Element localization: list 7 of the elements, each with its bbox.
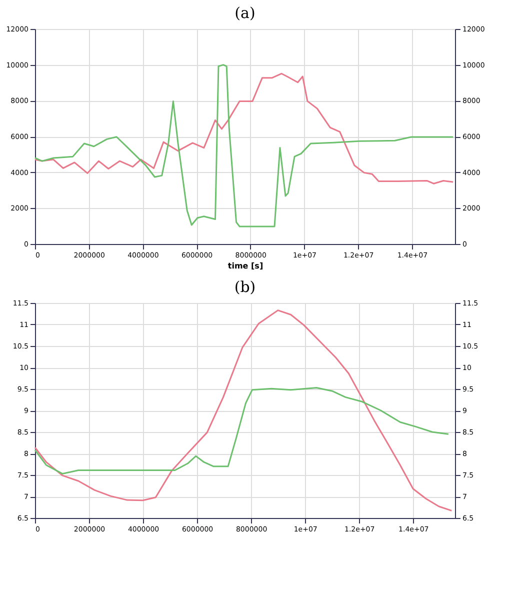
chart-title: (a) bbox=[234, 4, 256, 22]
line-series bbox=[34, 64, 454, 228]
x-axis-title: time [s] bbox=[228, 262, 264, 270]
line-series bbox=[34, 386, 450, 474]
chart-title: (b) bbox=[234, 278, 256, 296]
line-series bbox=[34, 72, 454, 184]
line-series bbox=[34, 310, 452, 512]
